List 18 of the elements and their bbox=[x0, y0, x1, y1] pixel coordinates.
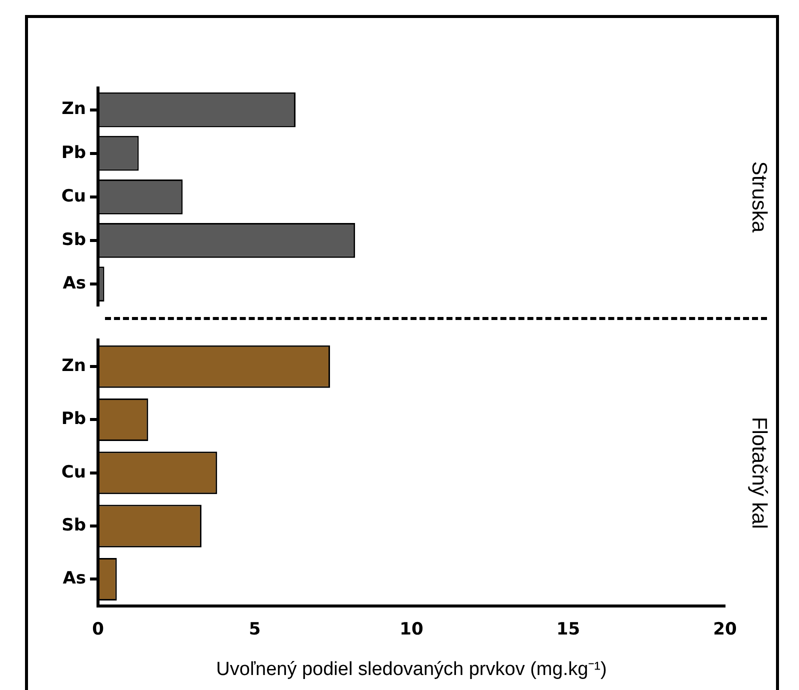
y-tick-label: Zn bbox=[62, 356, 86, 376]
y-tick-label: Zn bbox=[62, 99, 86, 120]
y2-axis-title: Struska bbox=[748, 161, 771, 233]
y-tick-label: Pb bbox=[61, 142, 86, 163]
y2-axis-title: Flotačný kal bbox=[748, 416, 771, 529]
x-axis-title: Uvoľnený podiel sledovaných prvkov (mg.kg⁻¹) bbox=[216, 658, 607, 680]
y-tick-label: Cu bbox=[61, 462, 86, 482]
y-tick-label: Pb bbox=[61, 409, 86, 430]
x-tick-label: 20 bbox=[713, 619, 737, 640]
y-tick-label: Sb bbox=[62, 230, 86, 250]
x-tick-label: 0 bbox=[92, 619, 104, 640]
x-tick-label: 15 bbox=[556, 619, 580, 640]
x-tick-label: 10 bbox=[400, 619, 424, 640]
y-tick-label: As bbox=[62, 568, 86, 589]
y-tick-label: Sb bbox=[62, 515, 86, 536]
x-tick-label: 5 bbox=[248, 619, 261, 640]
y-tick-label: Cu bbox=[61, 186, 86, 206]
y-tick-label: As bbox=[62, 273, 86, 294]
